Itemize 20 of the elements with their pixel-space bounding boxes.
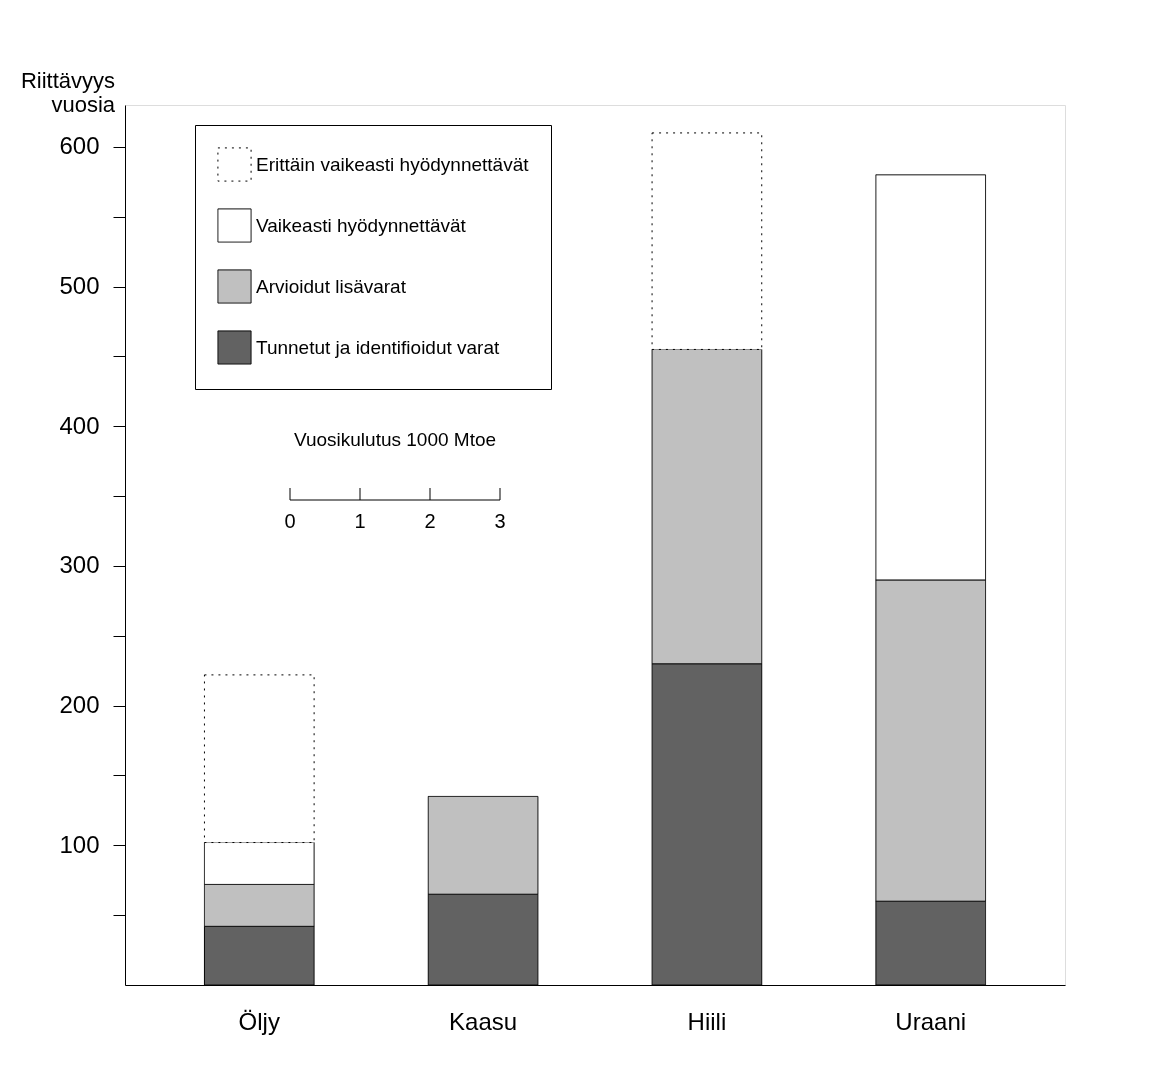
x-tick-label: Hiili: [687, 1007, 727, 1035]
x-tick-label: Uraani: [895, 1007, 967, 1035]
annotation: 0: [284, 510, 296, 532]
annotation: Vuosikulutus 1000 Mtoe: [293, 429, 497, 450]
y-axis-title: Riittävyys vuosia: [20, 68, 116, 117]
y-tick-label: 300: [59, 551, 100, 579]
y-tick-label: 400: [59, 411, 100, 439]
annotation: 1: [354, 510, 366, 532]
x-tick-label: Kaasu: [449, 1007, 518, 1035]
legend-label: Erittäin vaikeasti hyödynnettävät: [256, 153, 530, 175]
y-tick-label: 600: [59, 132, 100, 160]
legend-label: Tunnetut ja identifioidut varat: [256, 336, 500, 358]
legend-label: Arvioidut lisävarat: [256, 275, 407, 297]
y-tick-label: 100: [59, 830, 100, 858]
y-tick-label: 200: [59, 691, 100, 719]
annotation: 2: [424, 510, 436, 532]
legend-label: Vaikeasti hyödynnettävät: [256, 214, 467, 236]
x-tick-label: Öljy: [238, 1007, 280, 1035]
y-tick-label: 500: [59, 272, 100, 300]
annotation: 3: [494, 510, 506, 532]
